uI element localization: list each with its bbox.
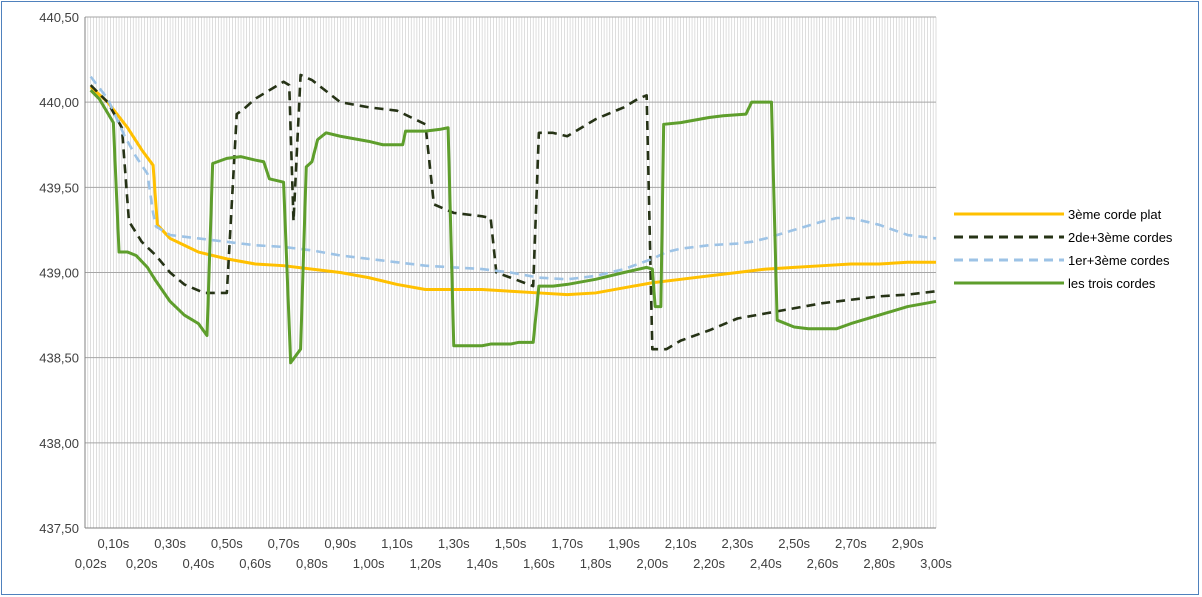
axes (84, 17, 936, 529)
x-tick-label-upper: 0,10s (97, 536, 129, 551)
x-axis-tick-labels: 0,10s 0,30s 0,50s 0,70s 0,90s 1,10s 1,30s 1,50s… (75, 536, 953, 571)
x-tick-label-lower: 0,60s (239, 556, 271, 571)
x-tick-label-lower: 2,20s (693, 556, 725, 571)
x-tick-label-upper: 0,30s (154, 536, 186, 551)
x-tick-label-upper: 2,10s (665, 536, 697, 551)
x-tick-label-upper: 2,90s (892, 536, 924, 551)
x-tick-label-lower: 1,00s (353, 556, 385, 571)
x-tick-label-lower: 2,40s (750, 556, 782, 571)
y-tick-label: 439,50 (39, 180, 79, 195)
x-tick-label-lower: 1,80s (580, 556, 612, 571)
legend: 3ème corde plat 2de+3ème cordes 1er+3ème c… (954, 207, 1173, 291)
y-tick-label: 440,00 (39, 95, 79, 110)
x-tick-label-lower: 1,40s (466, 556, 498, 571)
x-tick-label-lower: 2,80s (863, 556, 895, 571)
legend-label-1: 3ème corde plat (1068, 207, 1162, 222)
x-tick-label-upper: 2,30s (722, 536, 754, 551)
x-tick-label-upper: 0,50s (211, 536, 243, 551)
series-line-3 (89, 75, 937, 281)
x-tick-label-lower: 0,40s (183, 556, 215, 571)
x-tick-label-upper: 2,70s (835, 536, 867, 551)
x-tick-label-upper: 1,90s (608, 536, 640, 551)
x-tick-label-upper: 0,90s (324, 536, 356, 551)
x-tick-label-lower: 2,00s (636, 556, 668, 571)
x-tick-label-lower: 2,60s (807, 556, 839, 571)
x-tick-label-upper: 0,70s (268, 536, 300, 551)
legend-label-4: les trois cordes (1068, 276, 1156, 291)
x-tick-label-upper: 2,50s (778, 536, 810, 551)
x-tick-label-upper: 1,30s (438, 536, 470, 551)
y-tick-label: 437,50 (39, 521, 79, 536)
y-tick-label: 438,00 (39, 436, 79, 451)
series-lines (89, 73, 937, 365)
series-line-2 (89, 73, 937, 351)
y-tick-label: 439,00 (39, 266, 79, 281)
x-tick-label-lower: 1,60s (523, 556, 555, 571)
x-tick-label-lower: 0,80s (296, 556, 328, 571)
x-tick-label-upper: 1,50s (495, 536, 527, 551)
series-line-4 (89, 89, 937, 365)
y-axis-tick-labels: 437,50 438,00 438,50 439,00 439,50 440,00 440,… (39, 10, 79, 536)
x-tick-label-lower: 3,00s (920, 556, 952, 571)
y-tick-label: 440,50 (39, 10, 79, 25)
x-tick-label-upper: 1,70s (551, 536, 583, 551)
legend-label-2: 2de+3ème cordes (1068, 230, 1173, 245)
y-tick-label: 438,50 (39, 351, 79, 366)
x-tick-label-lower: 0,02s (75, 556, 107, 571)
x-tick-label-lower: 0,20s (126, 556, 158, 571)
x-tick-label-upper: 1,10s (381, 536, 413, 551)
legend-label-3: 1er+3ème cordes (1068, 253, 1170, 268)
x-tick-label-lower: 1,20s (409, 556, 441, 571)
